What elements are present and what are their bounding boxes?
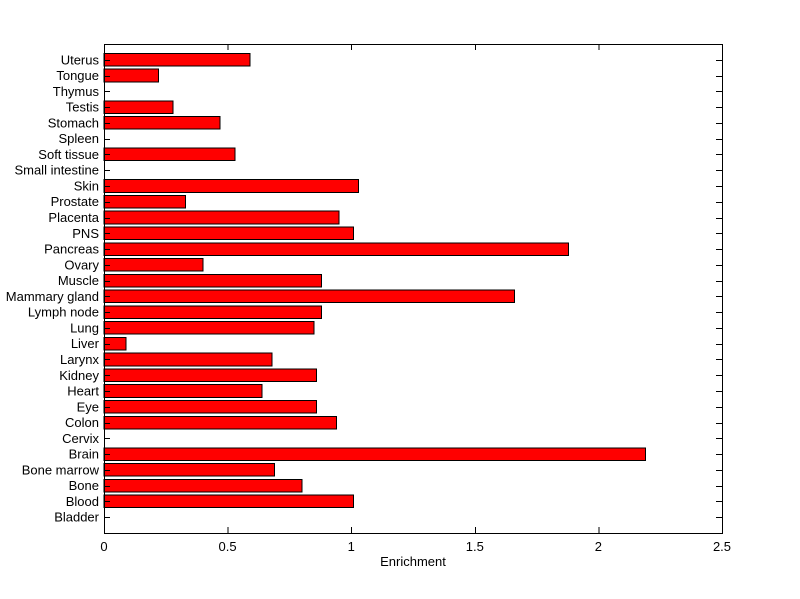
bar (103, 258, 204, 272)
y-category-label: Prostate (51, 194, 99, 209)
bar (103, 463, 276, 477)
y-category-label: Bladder (54, 510, 99, 525)
y-category-label: Larynx (60, 352, 100, 367)
y-category-label: Kidney (59, 368, 99, 383)
bar (103, 352, 273, 367)
y-category-label: Cervix (62, 431, 99, 446)
bar (103, 494, 355, 509)
bar (103, 384, 263, 398)
bar (103, 242, 570, 256)
y-category-label: Small intestine (14, 163, 99, 178)
bar (103, 478, 303, 493)
y-category-label: Muscle (58, 273, 99, 288)
bar (103, 368, 318, 382)
bar (103, 447, 646, 461)
bar (103, 273, 322, 288)
bar (103, 415, 337, 430)
y-category-label: Bone (69, 478, 99, 493)
bar (103, 194, 187, 209)
bar (103, 321, 315, 335)
x-tick-label: 0.5 (219, 539, 237, 554)
x-tick-label: 1.5 (466, 539, 484, 554)
y-category-label: Testis (66, 100, 100, 115)
y-category-label: Lymph node (28, 305, 99, 320)
y-category-label: Brain (69, 447, 99, 462)
x-tick-label: 2.5 (713, 539, 731, 554)
y-category-label: Blood (66, 494, 99, 509)
x-axis-label: Enrichment (380, 554, 446, 569)
bar (103, 210, 340, 225)
bar (103, 179, 360, 193)
x-tick-label: 2 (595, 539, 602, 554)
bar (103, 305, 322, 319)
bar (103, 336, 127, 351)
bar (103, 226, 355, 241)
y-category-label: Ovary (64, 257, 99, 272)
y-category-label: Soft tissue (38, 147, 99, 162)
bar (103, 147, 236, 162)
bar (103, 289, 515, 304)
y-category-label: Eye (77, 399, 99, 414)
y-category-label: Placenta (48, 210, 99, 225)
y-category-label: Heart (67, 384, 99, 399)
y-category-label: PNS (72, 226, 99, 241)
y-category-label: Mammary gland (6, 289, 99, 304)
y-category-label: Thymus (53, 84, 100, 99)
y-category-label: Pancreas (44, 242, 99, 257)
y-category-label: Uterus (61, 52, 100, 67)
bar (103, 400, 318, 414)
y-category-label: Spleen (59, 131, 99, 146)
y-category-label: Tongue (56, 68, 99, 83)
x-tick-label: 1 (348, 539, 355, 554)
bar (103, 100, 174, 114)
y-category-label: Liver (71, 336, 100, 351)
bar (103, 53, 251, 67)
x-tick-label: 0 (100, 539, 107, 554)
plot-box (104, 44, 723, 534)
bar (103, 68, 159, 83)
y-category-label: Bone marrow (22, 462, 100, 477)
y-category-label: Lung (70, 320, 99, 335)
bar (103, 116, 221, 130)
y-category-label: Stomach (48, 115, 99, 130)
y-category-label: Colon (65, 415, 99, 430)
y-category-label: Skin (74, 178, 99, 193)
